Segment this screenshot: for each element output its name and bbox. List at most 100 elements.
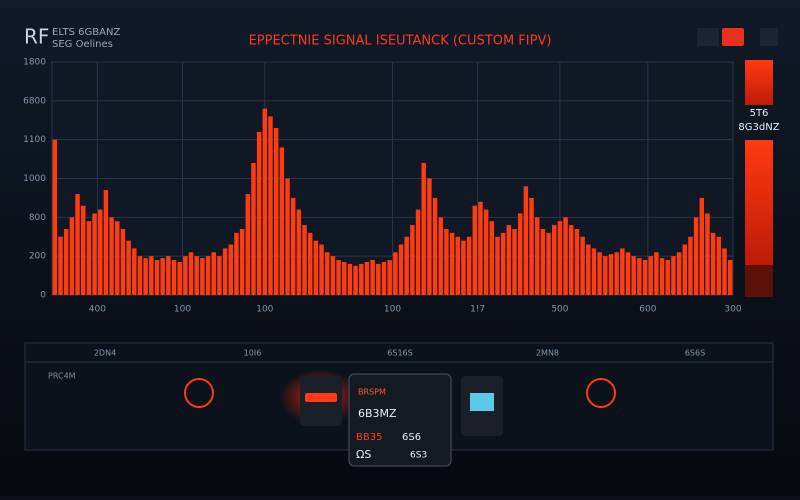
scale-label: 5T6 (750, 108, 769, 119)
bar (364, 261, 370, 295)
bar (325, 252, 330, 295)
bar (279, 147, 285, 295)
bar (591, 248, 597, 295)
y-tick-label: 1100 (23, 135, 46, 145)
bar (614, 252, 619, 295)
bar (285, 178, 290, 295)
button[interactable] (760, 28, 778, 46)
y-tick-label: 0 (40, 291, 46, 301)
bar (410, 225, 415, 295)
bar (688, 236, 693, 295)
scale-label: 8G3dNZ (738, 122, 779, 133)
bar (659, 258, 665, 295)
bar (654, 252, 659, 295)
bar (495, 236, 500, 295)
bar (171, 260, 177, 295)
x-tick-label: 1!7 (470, 305, 485, 315)
device-panel: 2DN4 10I6 6S16S 2MN8 6S6S PRC4M BRSPM 6B3MZ … (24, 342, 774, 467)
bar (177, 261, 182, 295)
bar (307, 232, 313, 295)
bar (603, 256, 608, 295)
x-tick-label: 500 (551, 305, 568, 315)
bar (529, 197, 534, 295)
bar (438, 217, 443, 295)
bar (483, 209, 489, 295)
bar (302, 225, 307, 295)
bar (506, 225, 512, 295)
bar (359, 263, 364, 295)
bar (722, 248, 727, 295)
window-controls (697, 28, 778, 46)
bar (251, 162, 256, 295)
x-tick-label: 100 (256, 305, 273, 315)
bar (557, 221, 563, 295)
bar (444, 228, 449, 295)
readout-text: 6B3MZ (358, 407, 397, 420)
scale-block (745, 265, 773, 297)
scale-block (745, 140, 773, 265)
bar (98, 209, 103, 295)
bar (262, 108, 268, 295)
bar (200, 258, 205, 295)
bar (342, 261, 347, 295)
x-tick-label: 100 (174, 305, 191, 315)
bar (625, 252, 631, 295)
bar (574, 228, 580, 295)
bar (631, 256, 636, 295)
bar (466, 236, 472, 295)
bar (194, 256, 199, 295)
readout-text: ΩS (356, 448, 371, 461)
bar (461, 240, 466, 295)
bar (449, 232, 455, 295)
bar (665, 260, 670, 295)
bar (716, 236, 722, 295)
bar (370, 260, 375, 295)
bar (75, 194, 80, 295)
panel-corner: PRC4M (48, 372, 76, 381)
bar (120, 228, 126, 295)
bar (472, 205, 478, 295)
bar (205, 256, 211, 295)
bar (552, 225, 557, 295)
header-line: ELTS 6GBANZ (52, 27, 120, 38)
button[interactable] (697, 28, 719, 46)
bar (86, 221, 92, 295)
bar (523, 186, 529, 295)
readout-device (348, 373, 452, 467)
readout-text: 6S3 (410, 451, 427, 461)
bar (80, 205, 86, 295)
bar (137, 256, 143, 295)
panel-label: 6S16S (387, 349, 412, 358)
bar (290, 197, 296, 295)
y-tick-label: 6800 (23, 96, 46, 106)
bar (58, 236, 63, 295)
indicator (470, 393, 494, 411)
knob[interactable] (184, 378, 214, 408)
x-tick-label: 600 (639, 305, 656, 315)
bar (415, 209, 421, 295)
bar (517, 213, 523, 295)
bar (376, 263, 381, 295)
bar (143, 258, 148, 295)
bar (336, 260, 341, 295)
readout-text: 6S6 (402, 432, 421, 443)
bar (319, 244, 324, 295)
bar (580, 236, 585, 295)
panel-label: 2DN4 (94, 349, 116, 358)
header-line: SEG Oelines (52, 39, 113, 50)
bar (608, 254, 614, 295)
bar (569, 225, 574, 295)
bar (710, 232, 716, 295)
bar (478, 201, 483, 295)
bar (132, 248, 137, 295)
panel-labels: 2DN4 10I6 6S16S 2MN8 6S6S (94, 349, 705, 358)
bar (149, 256, 154, 295)
button[interactable] (722, 28, 744, 46)
bar (273, 128, 279, 295)
bar (188, 252, 194, 295)
knob[interactable] (586, 378, 616, 408)
y-tick-label: 200 (29, 252, 46, 262)
readout-text: BRSPM (358, 388, 386, 397)
bar (500, 232, 506, 295)
bar (296, 209, 302, 295)
